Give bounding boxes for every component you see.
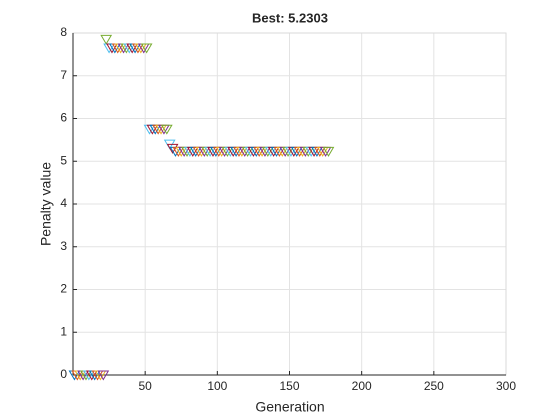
y-tick-label: 3 [60, 239, 67, 253]
x-tick-label: 250 [424, 379, 444, 393]
chart-title: Best: 5.2303 [252, 10, 328, 25]
marker [97, 370, 110, 381]
x-axis-label: Generation [255, 399, 324, 415]
y-tick-label: 4 [60, 196, 67, 210]
x-tick-label: 200 [352, 379, 372, 393]
y-tick-label: 1 [60, 324, 67, 338]
x-tick-label: 100 [207, 379, 227, 393]
marker [322, 146, 335, 157]
x-tick-label: 150 [279, 379, 299, 393]
x-tick-label: 300 [496, 379, 516, 393]
marker [100, 34, 113, 45]
marker [160, 124, 173, 135]
marker [166, 143, 179, 154]
y-tick-label: 8 [60, 25, 67, 39]
y-axis-label: Penalty value [38, 162, 54, 246]
y-tick-label: 7 [60, 68, 67, 82]
x-tick-label: 50 [138, 379, 152, 393]
y-tick-label: 5 [60, 153, 67, 167]
marker [140, 43, 153, 54]
y-tick-label: 6 [60, 111, 67, 125]
y-tick-label: 0 [60, 367, 67, 381]
y-tick-label: 2 [60, 282, 67, 296]
